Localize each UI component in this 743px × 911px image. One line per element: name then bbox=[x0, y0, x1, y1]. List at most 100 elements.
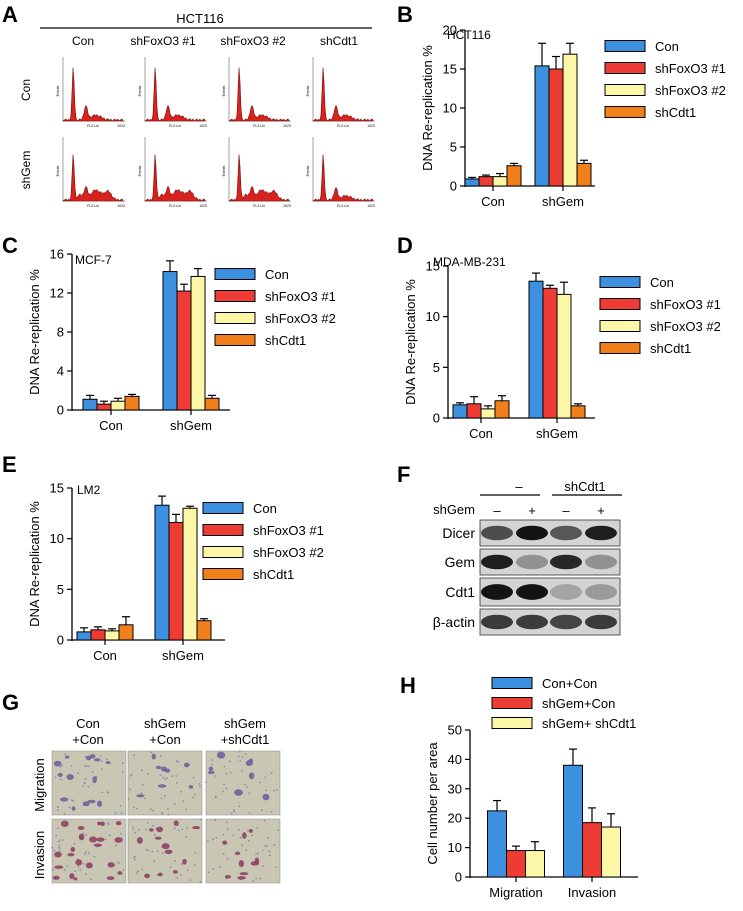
micrograph-pore bbox=[100, 768, 103, 770]
micrograph-pore bbox=[198, 783, 200, 785]
micrograph-pore bbox=[144, 797, 147, 800]
chart-b-legend-label: shFoxO3 #1 bbox=[655, 61, 726, 76]
chart-d-legend-label: Con bbox=[650, 275, 674, 290]
micrograph-pore bbox=[223, 765, 226, 768]
micrograph-pore bbox=[71, 799, 73, 801]
micrograph-background bbox=[51, 818, 127, 884]
micrograph bbox=[51, 750, 127, 816]
micrograph-pore bbox=[199, 785, 201, 788]
micrograph-pore bbox=[225, 772, 228, 775]
micrograph-pore bbox=[77, 865, 80, 868]
panel-e-bar-chart: 0 5 10 15 DNA Re-replication % LM2 Con shGem Con… bbox=[27, 481, 324, 664]
micrograph-cell bbox=[173, 820, 179, 826]
micrograph-cell bbox=[85, 862, 93, 869]
panel-a-flow-histograms: HCT116 Con shFoxO3 #1 shFoxO3 #2 shCdt1 … bbox=[19, 11, 375, 208]
micrograph-pore bbox=[133, 754, 136, 757]
flow-histogram-x-label: FL2-Lin bbox=[87, 204, 99, 208]
chart-e-ytick-label: 15 bbox=[50, 481, 64, 496]
chart-c-bar bbox=[96, 403, 112, 411]
micrograph-pore bbox=[136, 870, 139, 873]
flow-histogram-fill bbox=[228, 67, 290, 122]
g-col-3-line2: +shCdt1 bbox=[221, 732, 270, 747]
micrograph-pore bbox=[118, 862, 120, 865]
micrograph-pore bbox=[87, 765, 90, 767]
micrograph-pore bbox=[84, 764, 86, 767]
micrograph-pore bbox=[156, 874, 159, 876]
micrograph-pore bbox=[85, 851, 87, 853]
micrograph-pore bbox=[59, 849, 61, 852]
flow-histogram-axis-end: 1023 bbox=[117, 204, 125, 208]
micrograph-pore bbox=[54, 776, 57, 779]
micrograph-pore bbox=[159, 754, 162, 757]
chart-c-ytick-label: 16 bbox=[50, 247, 64, 262]
flow-histogram-y-label: Events bbox=[222, 85, 226, 96]
chart-c-bar bbox=[82, 398, 98, 411]
chart-h-legend-label: Con+Con bbox=[542, 676, 597, 691]
panel-b-bar-chart: 0 5 10 15 20 DNA Re-replication % HCT116 Con shG… bbox=[420, 23, 726, 210]
micrograph-pore bbox=[150, 751, 153, 754]
panel-g-micrographs: Con +Con shGem +Con shGem +shCdt1 Migrat… bbox=[32, 716, 281, 884]
micrograph-pore bbox=[100, 760, 103, 763]
chart-d-legend-swatch bbox=[599, 342, 641, 354]
chart-b-bar bbox=[492, 176, 508, 187]
micrograph-pore bbox=[230, 812, 233, 815]
micrograph-cell bbox=[207, 770, 215, 774]
blot-lane-sign-3: – bbox=[562, 503, 570, 518]
micrograph-pore bbox=[214, 775, 217, 777]
micrograph bbox=[205, 750, 281, 816]
chart-b-bar bbox=[576, 162, 592, 187]
micrograph-pore bbox=[192, 776, 195, 779]
micrograph-background bbox=[127, 750, 203, 816]
chart-d-legend-label: shFoxO3 #1 bbox=[650, 297, 721, 312]
micrograph-cell bbox=[87, 799, 96, 804]
micrograph-pore bbox=[259, 781, 262, 784]
chart-e-legend-label: shFoxO3 #1 bbox=[253, 523, 324, 538]
micrograph-pore bbox=[259, 877, 262, 880]
micrograph-cell bbox=[234, 851, 241, 856]
micrograph-cell bbox=[136, 837, 143, 844]
flow-histogram-fill bbox=[312, 154, 374, 202]
chart-h-legend-swatch bbox=[491, 677, 533, 689]
chart-e-legend-label: shFoxO3 #2 bbox=[253, 545, 324, 560]
micrograph-pore bbox=[132, 856, 135, 859]
chart-h-bar bbox=[487, 810, 507, 878]
micrograph-pore bbox=[223, 783, 225, 786]
panel-a-row-1: Con bbox=[19, 79, 33, 101]
micrograph-cell bbox=[94, 758, 101, 762]
flow-histogram: FL2-Lin Events 1023 bbox=[222, 57, 291, 128]
chart-d-ytick-label: 15 bbox=[426, 259, 440, 274]
blot-band bbox=[550, 525, 582, 541]
chart-e-bar bbox=[154, 504, 170, 641]
micrograph-pore bbox=[57, 846, 60, 849]
micrograph-pore bbox=[240, 769, 243, 772]
micrograph-pore bbox=[255, 877, 257, 880]
blot-band bbox=[516, 525, 548, 541]
micrograph-cell bbox=[53, 760, 62, 767]
micrograph-pore bbox=[226, 857, 229, 860]
micrograph-pore bbox=[189, 879, 192, 881]
micrograph-pore bbox=[247, 829, 249, 832]
flow-histogram-y-label: Events bbox=[138, 85, 142, 96]
micrograph bbox=[205, 818, 281, 884]
chart-d-legend-swatch bbox=[599, 298, 641, 310]
flow-histogram: FL2-Lin Events 1023 bbox=[306, 137, 375, 208]
g-col-2-line1: shGem bbox=[144, 716, 186, 731]
micrograph-cell bbox=[157, 872, 163, 877]
chart-b-legend-swatch bbox=[604, 84, 646, 96]
micrograph-pore bbox=[107, 823, 110, 826]
g-row-invasion: Invasion bbox=[32, 831, 47, 879]
chart-h-legend-label: shGem+ shCdt1 bbox=[542, 716, 636, 731]
chart-h-legend-label: shGem+Con bbox=[542, 696, 615, 711]
flow-histogram-axis-end: 1023 bbox=[367, 204, 375, 208]
micrograph-pore bbox=[145, 849, 148, 851]
micrograph-pore bbox=[104, 838, 107, 841]
panel-a-col-3: shFoxO3 #2 bbox=[220, 34, 286, 48]
micrograph-pore bbox=[70, 765, 73, 768]
micrograph-pore bbox=[134, 831, 137, 834]
panel-g-letter: G bbox=[2, 690, 20, 715]
micrograph-pore bbox=[232, 834, 235, 837]
flow-histogram-fill bbox=[62, 67, 124, 122]
micrograph-cell bbox=[164, 849, 173, 855]
chart-e-legend-swatch bbox=[202, 546, 244, 558]
flow-histogram-y-label: Events bbox=[306, 85, 310, 96]
